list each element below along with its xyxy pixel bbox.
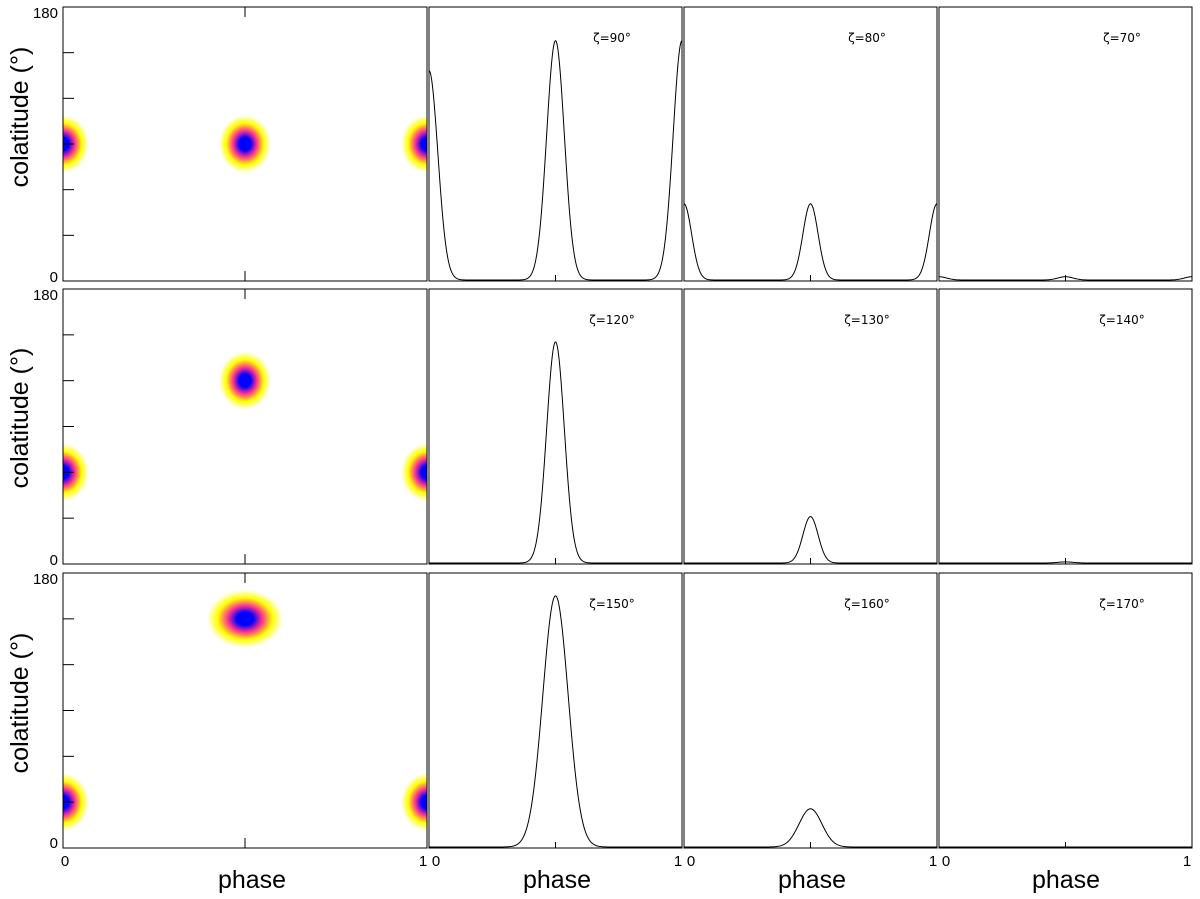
pulse-profile-line: [428, 39, 683, 281]
hot-spot-3: [401, 773, 427, 832]
zeta-label: ζ=130°: [844, 313, 890, 327]
colatitude-map-row-1: [63, 115, 427, 173]
ylabel-row-3: colatitude (°): [6, 633, 34, 774]
pulse-profile-line: [429, 595, 682, 848]
ytick-0-row-2: 0: [50, 552, 58, 569]
xtick-1-col-1: 1: [419, 853, 427, 870]
profile-frame-row-1-col-4: [938, 6, 1193, 282]
hot-spot-1: [63, 773, 89, 832]
pulse-profile-line: [939, 561, 1192, 564]
profile-frame-row-3-col-3: [683, 572, 938, 849]
hot-spot-1: [63, 443, 89, 502]
ytick-0-row-1: 0: [50, 269, 58, 286]
ytick-180-row-2: 180: [33, 287, 58, 304]
hot-spot-2: [219, 115, 271, 173]
hot-spot-3: [401, 443, 427, 502]
map-frame-row-2: [62, 288, 428, 565]
xtick-0-col-3: 0: [687, 853, 695, 870]
xlabel-col-3: phase: [778, 866, 846, 894]
xlabel-col-4: phase: [1032, 866, 1100, 894]
ytick-0-row-3: 0: [50, 835, 58, 852]
ytick-180-row-3: 180: [33, 571, 58, 588]
zeta-label: ζ=90°: [593, 31, 631, 45]
ylabel-row-2: colatitude (°): [6, 348, 34, 489]
profile-frame-row-1-col-2: [428, 6, 683, 282]
xtick-1-col-4: 1: [1183, 853, 1191, 870]
profile-frame-row-3-col-4: [938, 572, 1193, 849]
pulse-profile-line: [684, 808, 937, 848]
xlabel-col-2: phase: [523, 866, 591, 894]
xtick-0-col-4: 0: [942, 853, 950, 870]
zeta-label: ζ=70°: [1103, 31, 1141, 45]
xtick-0-col-2: 0: [432, 853, 440, 870]
profile-frame-row-2-col-3: [683, 288, 938, 565]
panels: ζ=90° ζ=80° ζ=70° ζ=120° ζ=130° ζ=140° ζ=150° ζ…: [62, 6, 1193, 849]
zeta-label: ζ=140°: [1099, 313, 1145, 327]
ytick-180-row-1: 180: [33, 5, 58, 22]
zeta-label: ζ=170°: [1099, 597, 1145, 611]
profile-frame-row-1-col-3: [683, 6, 938, 282]
pulse-profile-line: [684, 516, 937, 564]
colatitude-map-row-3: [63, 589, 427, 832]
pulse-profile-line: [683, 203, 938, 281]
xtick-0-col-1: 0: [61, 853, 69, 870]
profile-frame-row-3-col-2: [428, 572, 683, 849]
pulse-profile-line: [429, 341, 682, 564]
hot-spot-2: [219, 351, 271, 410]
ylabel-row-1: colatitude (°): [6, 47, 34, 188]
xtick-1-col-3: 1: [929, 853, 937, 870]
colatitude-map-row-2: [63, 351, 427, 502]
zeta-label: ζ=160°: [844, 597, 890, 611]
profile-frame-row-2-col-4: [938, 288, 1193, 565]
profile-frame-row-2-col-2: [428, 288, 683, 565]
hot-spot-3: [401, 115, 427, 173]
hot-spot-1: [63, 115, 89, 173]
zeta-label: ζ=150°: [589, 597, 635, 611]
xtick-1-col-2: 1: [674, 853, 682, 870]
pulse-profile-line: [938, 276, 1193, 281]
zeta-label: ζ=80°: [848, 31, 886, 45]
zeta-label: ζ=120°: [589, 313, 635, 327]
hot-spot-2: [207, 589, 283, 648]
xlabel-col-1: phase: [218, 866, 286, 894]
